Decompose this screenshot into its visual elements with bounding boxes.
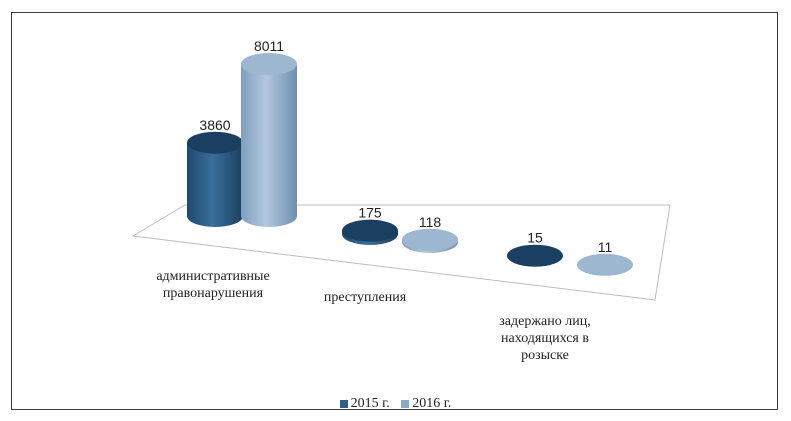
legend-label-2015: 2015 г. [350, 396, 390, 411]
category-label-0: административные правонарушения [156, 269, 270, 301]
data-label-1-1: 118 [419, 214, 442, 230]
chart-frame [11, 12, 778, 410]
legend: 2015 г. 2016 г. [0, 396, 791, 413]
bar-1-1 [402, 228, 458, 253]
bar-top-0-2 [507, 244, 563, 267]
bar-1-0 [241, 53, 297, 227]
legend-label-2016: 2016 г. [412, 396, 452, 411]
data-label-1-0: 8011 [254, 38, 284, 54]
data-label-0-1: 175 [358, 205, 382, 221]
bar-top-1-1 [402, 228, 458, 251]
bar-body-0-0 [187, 142, 243, 227]
bar-0-2 [507, 244, 563, 267]
legend-swatch-2016 [401, 400, 410, 408]
bar-0-1 [342, 219, 398, 245]
floor-plane [131, 204, 671, 301]
data-label-0-0: 3860 [199, 117, 230, 133]
legend-swatch-2015 [339, 400, 348, 408]
category-label-2: задержано лиц, находящихся в розыске [499, 314, 591, 363]
bar-top-0-0 [187, 131, 243, 154]
legend-item-2016: 2016 г. [401, 396, 451, 412]
bar-body-1-0 [241, 64, 297, 227]
bar-0-0 [187, 131, 243, 227]
bar-top-1-2 [577, 253, 633, 276]
category-label-1: преступления [323, 290, 407, 305]
bar-top-1-0 [241, 53, 297, 75]
legend-item-2015: 2015 г. [339, 396, 390, 412]
bar-1-2 [577, 253, 633, 276]
bar-top-0-1 [342, 219, 398, 242]
data-label-1-2: 11 [598, 239, 613, 255]
data-label-0-2: 15 [527, 230, 543, 246]
